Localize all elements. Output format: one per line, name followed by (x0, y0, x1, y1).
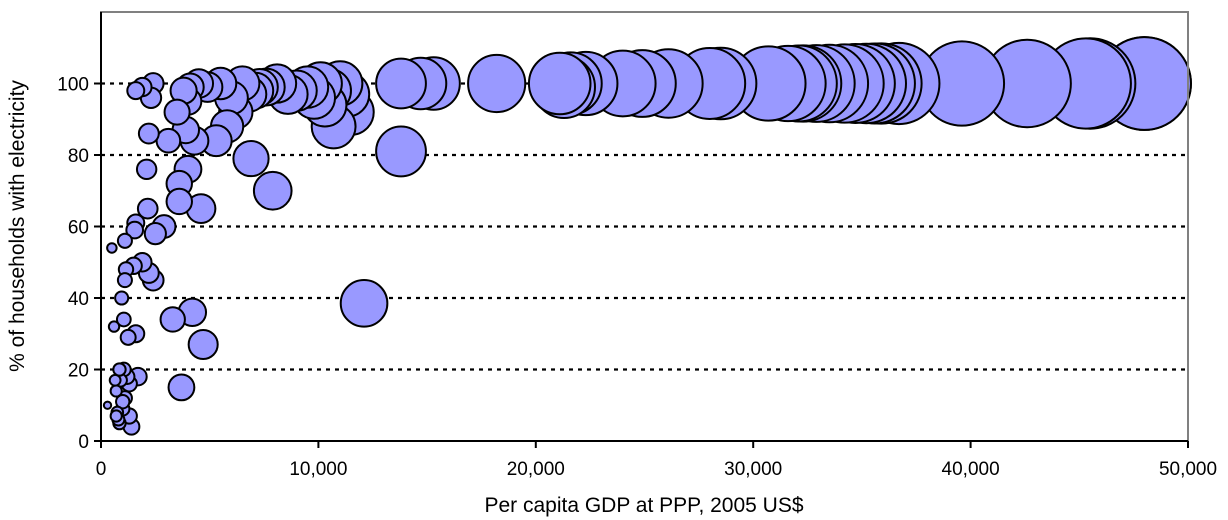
data-bubble (187, 328, 219, 361)
data-bubble (135, 158, 158, 181)
data-bubble (163, 98, 191, 126)
data-bubble (109, 409, 123, 423)
data-bubble (119, 328, 137, 346)
data-bubble (126, 81, 146, 101)
y-tick-label: 0 (78, 432, 89, 453)
data-bubble (108, 373, 122, 387)
data-bubble (116, 232, 133, 249)
y-tick-label: 20 (68, 361, 89, 382)
data-bubble (375, 57, 427, 110)
data-bubble (116, 272, 133, 289)
y-tick-label: 40 (68, 289, 89, 310)
data-bubble (114, 290, 130, 306)
y-axis-ticks: 0 20 40 60 80 100 (57, 75, 101, 453)
data-bubble (159, 306, 186, 333)
x-axis-ticks: 0 10,000 20,000 30,000 40,000 50,000 (96, 441, 1217, 480)
y-axis-title: % of households with electricity (6, 80, 29, 372)
data-bubble (115, 311, 132, 328)
data-bubble (102, 400, 113, 410)
data-bubble (167, 373, 196, 402)
x-tick-label: 10,000 (289, 459, 347, 480)
y-tick-label: 60 (68, 218, 89, 239)
x-tick-label: 20,000 (507, 459, 565, 480)
x-tick-label: 30,000 (724, 459, 782, 480)
data-bubble (107, 320, 121, 333)
data-bubble (339, 279, 389, 328)
y-tick-label: 100 (57, 75, 89, 96)
x-tick-label: 50,000 (1159, 459, 1217, 480)
data-bubble (125, 220, 145, 240)
x-tick-label: 0 (96, 459, 107, 480)
data-bubble (165, 187, 193, 216)
x-tick-label: 40,000 (942, 459, 1000, 480)
x-axis-title: Per capita GDP at PPP, 2005 US$ (484, 494, 803, 517)
data-bubble (467, 53, 527, 114)
data-bubble (143, 222, 167, 246)
data-bubble (155, 127, 182, 154)
data-bubble (106, 242, 118, 254)
data-bubble (136, 197, 159, 220)
data-bubble (137, 122, 160, 145)
data-bubble (232, 139, 270, 178)
data-bubble (109, 384, 123, 398)
data-bubble (375, 125, 427, 178)
y-tick-label: 80 (68, 146, 89, 167)
data-bubble (527, 51, 592, 116)
data-bubble (252, 170, 293, 211)
bubbles (102, 36, 1192, 436)
